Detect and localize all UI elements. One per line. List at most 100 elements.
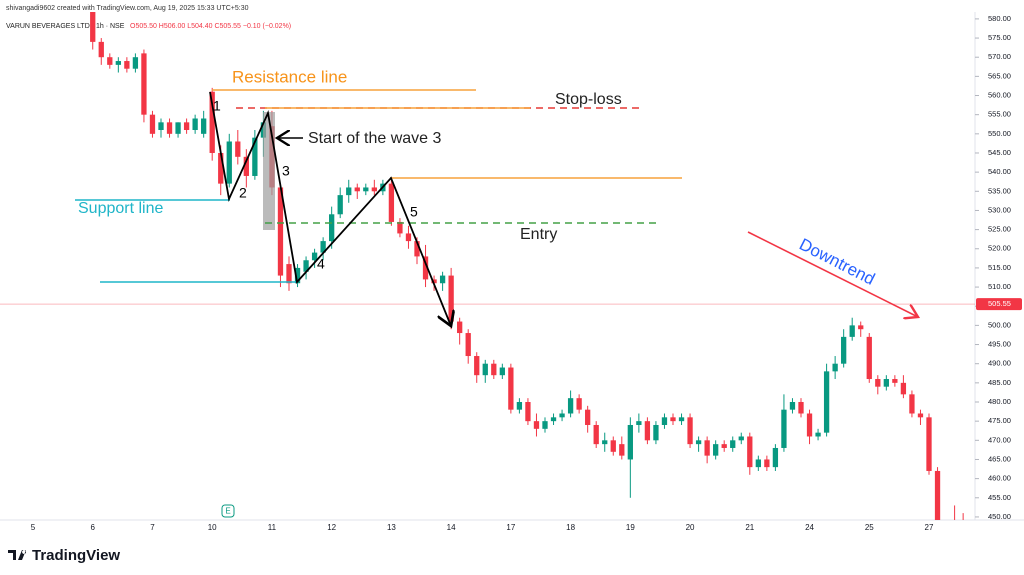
candle-body <box>192 118 198 130</box>
x-tick-label: 27 <box>925 523 934 532</box>
candle-body <box>508 367 514 410</box>
y-tick-label: 565.00 <box>988 71 1011 80</box>
x-tick-label: 18 <box>566 523 575 532</box>
candle-body <box>98 41 104 58</box>
candle-body <box>815 432 821 437</box>
candle-body <box>346 187 352 196</box>
candle-body <box>525 402 531 422</box>
downtrend-arrow <box>747 231 918 317</box>
earnings-label: E <box>225 507 230 516</box>
y-tick-label: 540.00 <box>988 167 1011 176</box>
x-tick-label: 20 <box>686 523 695 532</box>
candle-body <box>457 321 463 334</box>
candle-body <box>354 187 360 192</box>
candle-body <box>585 409 591 425</box>
x-tick-label: 6 <box>91 523 96 532</box>
candle-body <box>721 444 727 448</box>
candle-body <box>934 470 941 520</box>
candle-body <box>414 241 420 257</box>
candle-body <box>593 424 599 445</box>
x-tick-label: 10 <box>208 523 217 532</box>
candle-body <box>636 421 642 425</box>
candle-body <box>678 417 685 422</box>
candle-body <box>439 275 446 284</box>
earnings-icon[interactable] <box>221 504 235 518</box>
candle-body <box>482 363 488 376</box>
axes: 450.00 455.00 460.00 465.00 470.00 475.00 480.… <box>31 14 1022 532</box>
entry-label: Entry <box>520 226 557 243</box>
candle-body <box>653 424 659 441</box>
candle-body <box>166 122 173 134</box>
candle-body <box>627 424 633 460</box>
candle-body <box>209 91 215 153</box>
symbol: VARUN BEVERAGES LTD · 1h · NSE <box>6 23 125 30</box>
candle-body <box>926 417 932 471</box>
x-tick-label: 13 <box>387 523 396 532</box>
x-tick-label: 25 <box>865 523 874 532</box>
candle-body <box>772 447 779 468</box>
candle-body <box>448 275 454 322</box>
brand-logo <box>8 550 27 560</box>
credit: shivangadi9602 created with TradingView.… <box>6 5 249 12</box>
y-tick-label: 475.00 <box>988 416 1011 425</box>
candle-body <box>405 233 412 242</box>
candle-body <box>533 421 540 429</box>
candle-body <box>115 61 121 65</box>
candle-body <box>883 379 889 387</box>
candle-body <box>149 114 156 134</box>
candle-body <box>516 402 523 410</box>
candle-body <box>107 57 113 65</box>
candle-body <box>90 12 96 42</box>
candle-body <box>798 402 804 414</box>
candle-body <box>909 394 915 414</box>
candle-body <box>764 459 770 468</box>
stop-loss-label: Stop-loss <box>555 91 622 108</box>
y-tick-label: 560.00 <box>988 91 1011 100</box>
candle-body <box>713 444 719 456</box>
candle-body <box>218 152 224 184</box>
candle-body <box>286 264 292 284</box>
candle-body <box>363 187 369 192</box>
x-tick-label: 5 <box>31 523 36 532</box>
candle-body <box>841 336 847 364</box>
wave-path <box>209 91 451 326</box>
candle-body <box>849 325 855 337</box>
candle-body <box>252 137 258 176</box>
candles <box>0 12 975 520</box>
candle-body <box>175 122 181 134</box>
wave-number: 2 <box>239 185 247 201</box>
candle-body <box>730 440 736 448</box>
last-price-label: 505.55 <box>988 299 1011 308</box>
y-tick-label: 570.00 <box>988 52 1011 61</box>
y-tick-label: 470.00 <box>988 435 1011 444</box>
y-tick-label: 545.00 <box>988 148 1011 157</box>
support-label: Support line <box>78 200 163 217</box>
candle-body <box>823 371 830 433</box>
candle-body <box>559 413 565 418</box>
x-tick-label: 21 <box>745 523 754 532</box>
y-tick-label: 575.00 <box>988 33 1011 42</box>
candle-body <box>917 413 924 418</box>
candle-body <box>900 382 907 395</box>
y-tick-label: 450.00 <box>988 512 1011 521</box>
candle-body <box>747 436 753 468</box>
last-price-box <box>976 298 1022 311</box>
y-tick-label: 485.00 <box>988 378 1011 387</box>
y-tick-label: 580.00 <box>988 14 1011 23</box>
candle-body <box>755 459 761 468</box>
candle-body <box>610 440 616 452</box>
candle-body <box>858 325 864 330</box>
candle-body <box>644 421 651 441</box>
y-tick-label: 520.00 <box>988 244 1011 253</box>
y-tick-label: 480.00 <box>988 397 1011 406</box>
x-tick-label: 14 <box>447 523 456 532</box>
candle-body <box>695 440 702 445</box>
candle-body <box>602 440 608 445</box>
candle-body <box>875 379 881 387</box>
wave-number: 1 <box>213 98 221 114</box>
candle-body <box>371 187 377 192</box>
candle-body <box>303 260 309 272</box>
ohlc: O505.50 H506.00 L504.40 C505.55 −0.10 (−… <box>130 23 291 30</box>
